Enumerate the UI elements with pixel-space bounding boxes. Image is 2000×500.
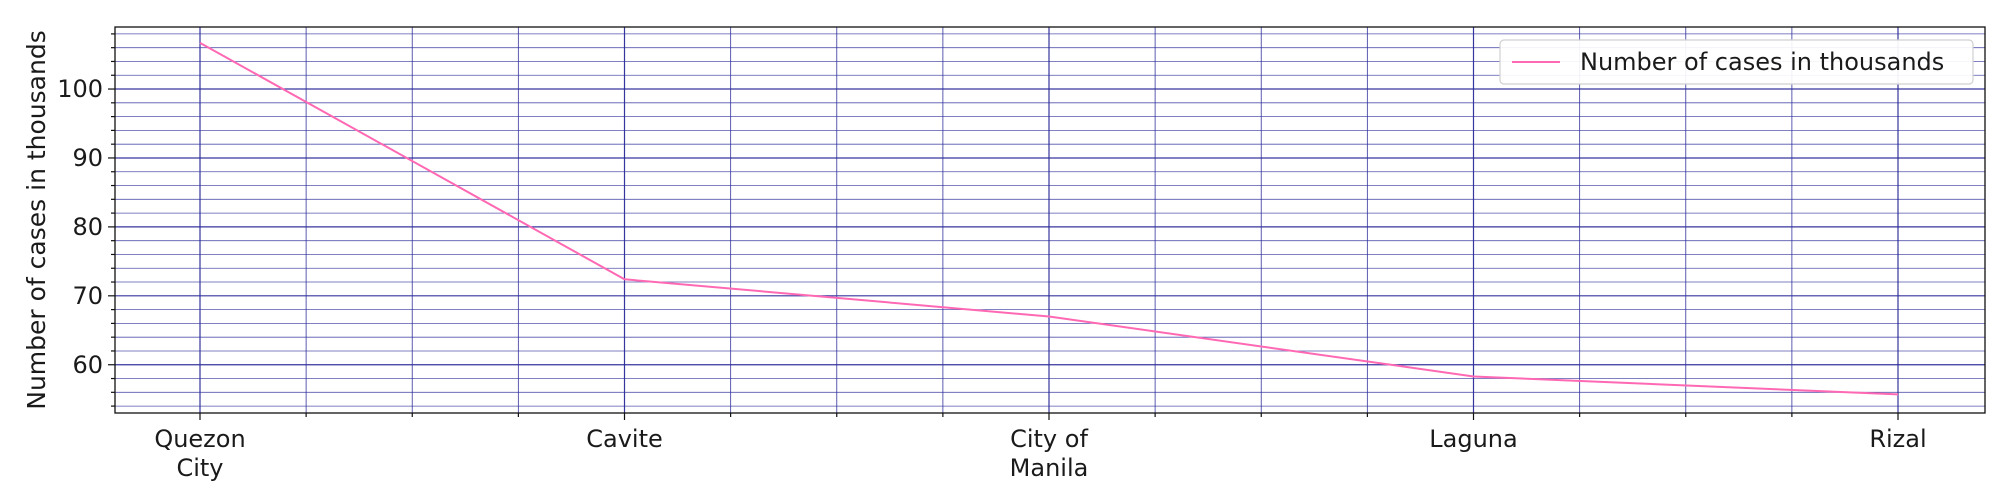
series-layer xyxy=(199,41,1899,396)
y-tick-label: 100 xyxy=(57,75,103,103)
y-tick-label: 80 xyxy=(72,213,103,241)
grid xyxy=(115,27,1985,413)
y-axis-title: Number of cases in thousands xyxy=(22,30,51,409)
x-tick-label: Rizal xyxy=(1869,425,1926,453)
x-tick-label: Laguna xyxy=(1429,425,1517,453)
y-tick-label: 90 xyxy=(72,144,103,172)
legend-box xyxy=(1499,39,1974,85)
plot-frame xyxy=(114,26,1986,414)
legend-label: Number of cases in thousands xyxy=(1580,48,1944,76)
x-tick-label: Quezon City xyxy=(154,425,245,482)
y-tick-label: 60 xyxy=(72,351,103,379)
y-tick-label: 70 xyxy=(72,282,103,310)
x-tick-label: City of Manila xyxy=(1010,425,1089,482)
tick-labels: 60 70 80 90 100 Quezon City Cavite City of Manila… xyxy=(57,75,1926,482)
axes xyxy=(108,26,1986,420)
series-line xyxy=(199,41,1899,396)
x-tick-label: Cavite xyxy=(586,425,663,453)
legend: Number of cases in thousands xyxy=(1499,39,1974,85)
